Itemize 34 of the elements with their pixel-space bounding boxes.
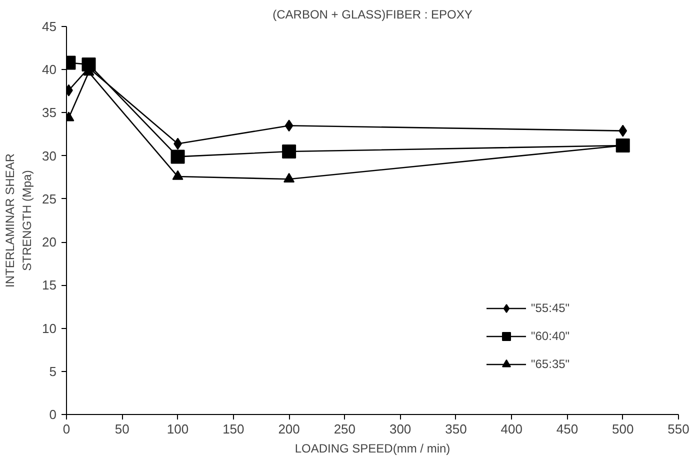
x-tick-label: 350 <box>445 422 467 436</box>
x-tick-label: 50 <box>114 422 130 436</box>
x-tick-label: 100 <box>166 422 189 436</box>
x-tick-label: 200 <box>278 422 300 436</box>
point <box>172 170 184 180</box>
y-tick-label: 40 <box>42 62 57 78</box>
legend-label: "65:35" <box>531 357 570 371</box>
point <box>170 150 185 164</box>
x-tick-label: 500 <box>612 422 634 436</box>
x-tick-label: 400 <box>500 422 522 436</box>
legend-label: "60:40" <box>531 329 570 343</box>
x-tick-label: 250 <box>334 422 356 436</box>
x-tick-label: 300 <box>389 422 412 436</box>
y-tick-label: 35 <box>42 105 57 120</box>
point <box>618 124 628 137</box>
y-tick-label: 10 <box>42 320 57 336</box>
x-axis-title: LOADING SPEED(mm / min) <box>294 442 450 456</box>
point <box>284 120 294 132</box>
y-tick-label: 0 <box>49 407 57 422</box>
legend-label: "55:45" <box>531 301 570 315</box>
y-tick-label: 5 <box>49 364 57 379</box>
x-tick-label: 0 <box>62 422 70 436</box>
x-tick-label: 450 <box>556 422 578 436</box>
point <box>282 144 296 159</box>
chart-title: (CARBON + GLASS)FIBER : EPOXY <box>272 8 472 22</box>
y-axis-title: INTERLAMINAR SHEAR STRENGTH (Mpa) <box>3 153 34 288</box>
y-tick-label: 45 <box>42 19 57 34</box>
y-tick-label: 20 <box>42 234 57 250</box>
y-tick-label: 15 <box>42 278 57 293</box>
y-tick-label: 30 <box>42 148 57 164</box>
point <box>284 172 295 182</box>
y-tick-label: 25 <box>42 191 57 206</box>
x-tick-label: 550 <box>668 422 690 436</box>
x-tick-label: 150 <box>222 422 244 436</box>
